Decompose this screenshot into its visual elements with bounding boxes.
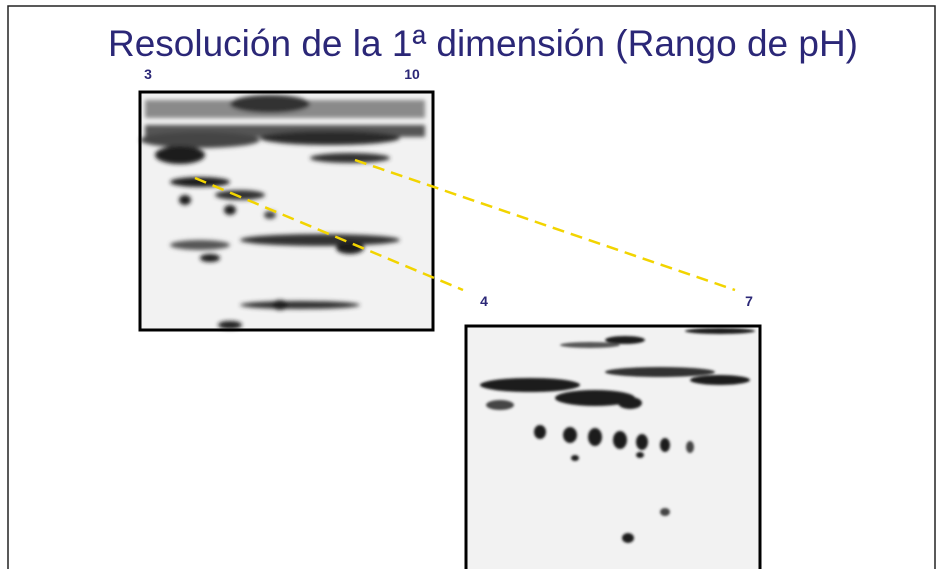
gel-image [140, 92, 433, 330]
ph-label: 7 [745, 293, 753, 309]
ph-label: 3 [144, 66, 152, 82]
slide: Resolución de la 1ª dimensión (Rango de … [0, 0, 943, 569]
gel-image [466, 326, 760, 569]
ph-label: 4 [480, 293, 488, 309]
slide-title: Resolución de la 1ª dimensión (Rango de … [108, 23, 858, 64]
ph-label: 10 [404, 66, 420, 82]
